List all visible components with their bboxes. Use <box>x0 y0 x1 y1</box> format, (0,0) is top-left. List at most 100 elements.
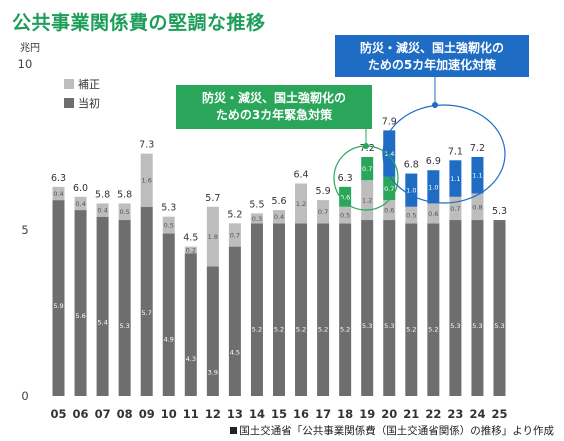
x-tick-label: 10 <box>161 407 177 421</box>
legend-label: 補正 <box>78 78 100 91</box>
annotation-text: 防災・減災、国土強靭化の <box>202 90 346 105</box>
bar-segment <box>405 173 418 207</box>
bar-segment <box>52 186 65 201</box>
bar-total-label: 6.3 <box>338 173 353 184</box>
bar-segment <box>383 176 396 201</box>
bar-total-label: 6.3 <box>51 173 66 184</box>
source-text: 国土交通省「公共事業関係費（国土交通省関係）の推移」より作成 <box>239 425 554 437</box>
bar-total-label: 6.0 <box>73 183 88 194</box>
bar-segment <box>162 233 175 396</box>
bar-segment <box>427 203 440 224</box>
legend-swatch <box>64 98 74 108</box>
annotation-box <box>176 85 372 129</box>
bar-value-label: 0.6 <box>428 210 438 218</box>
x-tick-label: 23 <box>447 407 463 421</box>
bar-segment <box>184 253 197 396</box>
bar-value-label: 5.2 <box>340 325 350 333</box>
bar-value-label: 1.1 <box>450 175 460 183</box>
x-tick-label: 17 <box>315 407 331 421</box>
bar-segment <box>295 183 308 224</box>
annotation-text: ための5カ年加速化対策 <box>368 57 497 72</box>
bar-segment <box>471 220 484 396</box>
bar-value-label: 0.6 <box>384 207 394 215</box>
bar-value-label: 0.4 <box>75 200 85 208</box>
bar-segment <box>273 210 285 224</box>
bar-segment <box>295 223 308 396</box>
bar-total-label: 7.3 <box>139 140 154 151</box>
bar-segment <box>228 223 241 247</box>
bar-value-label: 5.2 <box>274 325 284 333</box>
legend-label: 当初 <box>78 96 100 110</box>
bar-value-label: 0.4 <box>97 207 107 215</box>
bar-value-label: 0.3 <box>252 215 262 223</box>
bar-value-label: 5.3 <box>384 322 394 330</box>
x-tick-label: 13 <box>227 407 243 421</box>
x-tick-label: 08 <box>117 407 133 421</box>
x-tick-label: 07 <box>95 407 111 421</box>
bar-segment <box>405 206 418 224</box>
bar-total-label: 5.7 <box>205 193 220 204</box>
bar-value-label: 1.0 <box>406 187 416 195</box>
bar-value-label: 1.6 <box>142 177 152 185</box>
bar-value-label: 4.3 <box>186 355 196 363</box>
bar-value-label: 3.9 <box>208 369 218 377</box>
bar-value-label: 5.2 <box>252 325 262 333</box>
legend-swatch <box>64 79 74 89</box>
bar-segment <box>140 153 153 207</box>
bar-value-label: 5.3 <box>362 322 372 330</box>
bar-segment <box>118 203 131 221</box>
bar-value-label: 0.4 <box>274 213 284 221</box>
x-tick-label: 25 <box>491 407 507 421</box>
bar-segment <box>339 206 352 224</box>
x-tick-label: 09 <box>139 407 155 421</box>
bar-segment <box>118 220 131 396</box>
bar-value-label: 5.9 <box>53 302 63 310</box>
y-unit-label: 兆円 <box>20 42 40 54</box>
x-tick-label: 22 <box>425 407 441 421</box>
bar-value-label: 5.2 <box>428 325 438 333</box>
bar-value-label: 5.6 <box>75 312 85 320</box>
bar-value-label: 0.7 <box>384 185 394 193</box>
bar-segment <box>339 186 352 207</box>
y-tick-label: 5 <box>21 223 28 237</box>
bar-segment <box>206 266 219 396</box>
bar-total-label: 5.6 <box>271 196 286 207</box>
bar-value-label: 0.8 <box>472 203 482 211</box>
bar-total-label: 5.2 <box>227 209 242 220</box>
bar-segment <box>228 246 241 396</box>
bar-value-label: 1.0 <box>428 183 438 191</box>
bar-value-label: 0.5 <box>340 212 350 220</box>
bar-segment <box>96 203 109 217</box>
bar-segment <box>449 160 462 197</box>
square-bullet-icon <box>230 427 238 434</box>
bar-value-label: 5.3 <box>494 322 504 330</box>
x-tick-label: 16 <box>293 407 309 421</box>
bar-total-label: 4.5 <box>183 233 198 244</box>
bar-value-label: 0.7 <box>450 205 460 213</box>
bar-value-label: 0.7 <box>362 165 372 173</box>
bar-value-label: 5.3 <box>450 322 460 330</box>
bar-segment <box>427 223 440 396</box>
bar-segment <box>383 200 396 221</box>
bar-segment <box>184 246 197 254</box>
annotation-text: 防災・減災、国土強靭化の <box>360 40 504 55</box>
bar-total-label: 6.4 <box>293 170 308 181</box>
bar-segment <box>96 216 109 396</box>
x-tick-label: 20 <box>381 407 397 421</box>
bar-value-label: 5.2 <box>406 325 416 333</box>
bar-total-label: 5.9 <box>316 186 331 197</box>
page-title: 公共事業関係費の堅調な推移 <box>12 12 266 34</box>
bar-value-label: 0.2 <box>186 246 196 254</box>
x-tick-label: 06 <box>73 407 89 421</box>
bar-segment <box>383 130 396 177</box>
bar-segment <box>339 223 352 396</box>
bar-total-label: 7.1 <box>448 146 463 157</box>
annotation-ellipse <box>382 104 506 204</box>
x-tick-label: 14 <box>249 407 265 421</box>
bar-segment <box>140 206 153 396</box>
bar-segment <box>162 216 175 234</box>
y-tick-label: 10 <box>18 57 33 71</box>
bar-value-label: 5.2 <box>296 325 306 333</box>
